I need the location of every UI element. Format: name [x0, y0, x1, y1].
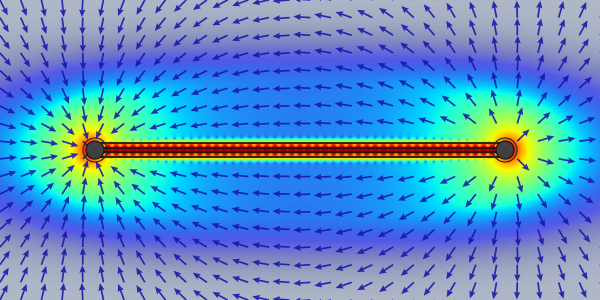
- Circle shape: [86, 141, 104, 159]
- Circle shape: [496, 141, 514, 159]
